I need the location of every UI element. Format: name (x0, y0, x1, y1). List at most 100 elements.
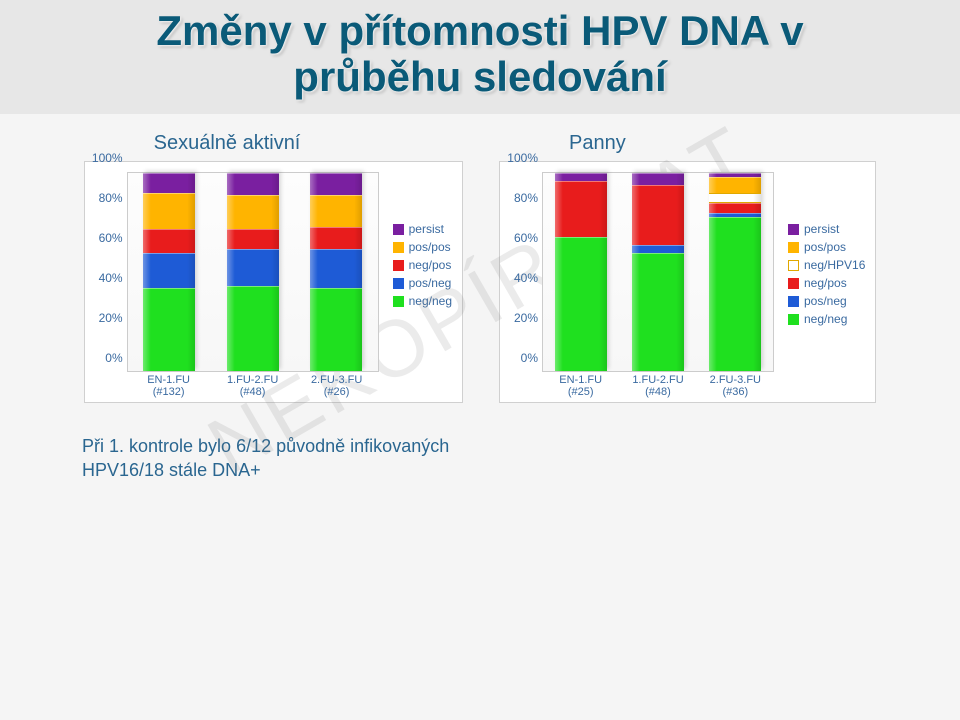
legend-item: neg/neg (393, 294, 452, 308)
bar-segment-neg-neg (227, 286, 279, 371)
legend-swatch (393, 296, 404, 307)
legend-swatch (393, 224, 404, 235)
bar (632, 173, 684, 371)
chart-right: 0%20%40%60%80%100% EN-1.FU(#25)1.FU-2.FU… (499, 161, 876, 403)
bar-segment-neg-HPV16 (709, 193, 761, 203)
legend-label: neg/pos (804, 276, 847, 290)
y-axis: 0%20%40%60%80%100% (85, 172, 125, 372)
y-tick: 20% (514, 311, 538, 325)
legend-left: persist pos/pos neg/pos pos/neg neg/neg (385, 162, 462, 402)
legend-item: neg/neg (788, 312, 865, 326)
y-tick: 100% (507, 151, 538, 165)
x-label: 1.FU-2.FU(#48) (223, 374, 283, 402)
x-label: 2.FU-3.FU(#26) (307, 374, 367, 402)
bar-segment-neg-neg (632, 253, 684, 372)
x-labels: EN-1.FU(#25)1.FU-2.FU(#48)2.FU-3.FU(#36) (542, 374, 774, 402)
legend-swatch (393, 260, 404, 271)
bar-segment-persist (143, 173, 195, 193)
y-tick: 20% (99, 311, 123, 325)
chart-right-label: Panny (569, 132, 876, 155)
chart-right-col: Panny 0% 20% 40% 60% 80% 100% EN-1.FU(#25)1.F… (499, 132, 876, 403)
bar-segment-pos-pos (143, 193, 195, 229)
y-tick: 60% (514, 231, 538, 245)
chart-left-label: Sexuálně aktivní (154, 132, 463, 155)
bar-segment-pos-pos (310, 195, 362, 227)
legend-label: neg/HPV16 (804, 258, 865, 272)
bar-segment-neg-pos (227, 229, 279, 249)
bar (310, 173, 362, 371)
bar (709, 173, 761, 371)
legend-item: pos/pos (788, 240, 865, 254)
y-tick: 60% (99, 231, 123, 245)
bar-segment-pos-pos (227, 195, 279, 229)
x-labels: EN-1.FU(#132)1.FU-2.FU(#48)2.FU-3.FU(#26… (127, 374, 379, 402)
title-line2: průběhu sledování (293, 53, 666, 100)
legend-label: pos/neg (409, 276, 452, 290)
chart-left-plot: 0%20%40%60%80%100% EN-1.FU(#132)1.FU-2.F… (85, 162, 385, 402)
legend-item: neg/pos (393, 258, 452, 272)
x-label: 2.FU-3.FU(#36) (705, 374, 765, 402)
y-tick: 80% (514, 191, 538, 205)
legend-swatch (393, 278, 404, 289)
legend-label: neg/neg (804, 312, 847, 326)
legend-item: pos/pos (393, 240, 452, 254)
title-band: Změny v přítomnosti HPV DNA v průběhu sl… (0, 0, 960, 114)
bar-segment-pos-pos (709, 177, 761, 193)
bar (555, 173, 607, 371)
y-tick: 100% (92, 151, 123, 165)
chart-left: 0%20%40%60%80%100% EN-1.FU(#132)1.FU-2.F… (84, 161, 463, 403)
charts-row: Sexuálně aktivní 0% 20% 40% 60% 80% 100% EN-1… (0, 132, 960, 403)
bar-segment-neg-neg (555, 237, 607, 372)
caption-line1: Při 1. kontrole bylo 6/12 původně infiko… (82, 436, 449, 456)
legend-item: neg/HPV16 (788, 258, 865, 272)
bar-segment-neg-pos (555, 181, 607, 236)
chart-right-plot: 0%20%40%60%80%100% EN-1.FU(#25)1.FU-2.FU… (500, 162, 780, 402)
y-tick: 40% (514, 271, 538, 285)
bar-segment-neg-pos (310, 227, 362, 249)
y-tick: 0% (105, 351, 122, 365)
legend-label: pos/pos (804, 240, 846, 254)
legend-swatch (788, 260, 799, 271)
bar-segment-pos-neg (227, 249, 279, 287)
bar-segment-neg-pos (709, 203, 761, 213)
y-axis: 0%20%40%60%80%100% (500, 172, 540, 372)
caption-line2: HPV16/18 stále DNA+ (82, 460, 261, 480)
legend-label: neg/neg (409, 294, 452, 308)
legend-item: neg/pos (788, 276, 865, 290)
bar-segment-pos-neg (632, 245, 684, 253)
legend-swatch (788, 296, 799, 307)
legend-item: persist (393, 222, 452, 236)
page-title: Změny v přítomnosti HPV DNA v průběhu sl… (0, 8, 960, 100)
caption: Při 1. kontrole bylo 6/12 původně infiko… (82, 435, 960, 482)
legend-label: persist (409, 222, 444, 236)
bar-segment-persist (310, 173, 362, 195)
y-tick: 40% (99, 271, 123, 285)
bar-segment-neg-pos (632, 185, 684, 244)
legend-label: persist (804, 222, 839, 236)
legend-swatch (788, 242, 799, 253)
bar-segment-persist (227, 173, 279, 195)
chart-left-col: Sexuálně aktivní 0%20%40%60%80%100% EN-1… (84, 132, 463, 403)
plot-area (542, 172, 774, 372)
bar-segment-neg-neg (310, 288, 362, 371)
bar-segment-pos-neg (143, 253, 195, 289)
plot-area (127, 172, 379, 372)
title-line1: Změny v přítomnosti HPV DNA v (156, 7, 803, 54)
bar-segment-neg-neg (143, 288, 195, 371)
bars (128, 173, 378, 371)
bar-segment-persist (632, 173, 684, 185)
bar (143, 173, 195, 371)
x-label: EN-1.FU(#25) (551, 374, 611, 402)
legend-item: pos/neg (788, 294, 865, 308)
legend-item: pos/neg (393, 276, 452, 290)
legend-label: pos/neg (804, 294, 847, 308)
legend-label: neg/pos (409, 258, 452, 272)
legend-item: persist (788, 222, 865, 236)
bar-segment-persist (555, 173, 607, 181)
bar-segment-pos-neg (310, 249, 362, 289)
legend-swatch (788, 278, 799, 289)
bar-segment-neg-neg (709, 217, 761, 371)
y-tick: 0% (521, 351, 538, 365)
bar-segment-neg-pos (143, 229, 195, 253)
legend-swatch (788, 314, 799, 325)
